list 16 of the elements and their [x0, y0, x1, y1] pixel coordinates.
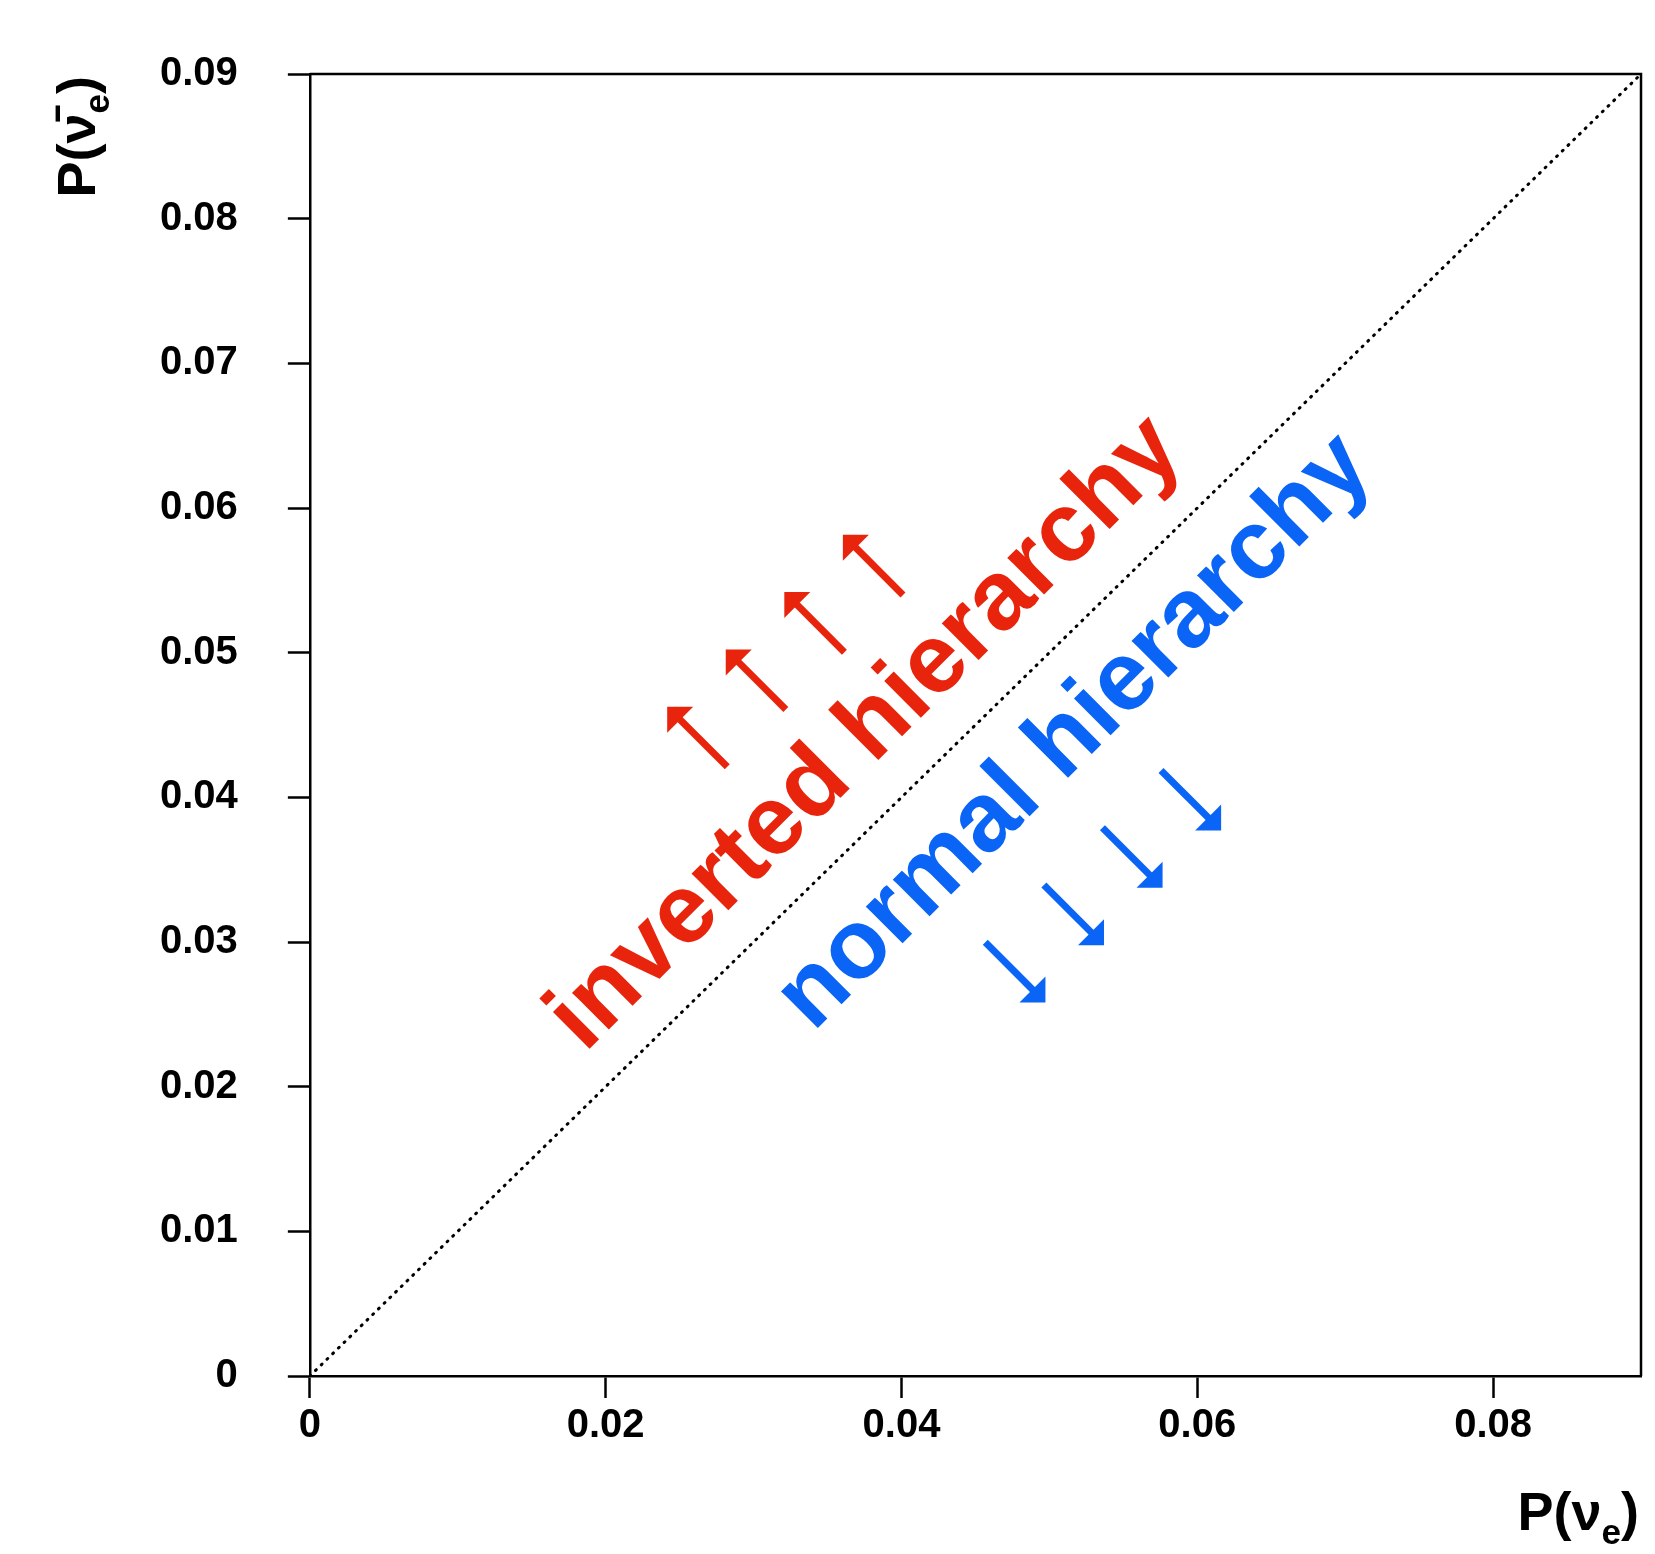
x-tick-label: 0.04	[862, 1401, 942, 1446]
y-tick-label: 0.06	[159, 483, 238, 528]
y-tick-label: 0.07	[159, 338, 238, 383]
y-tick-label: 0.01	[159, 1206, 238, 1251]
y-tick-label: 0.04	[159, 772, 239, 817]
y-tick-label: 0.09	[159, 49, 238, 94]
y-tick-label: 0.03	[159, 917, 238, 962]
x-tick-label: 0	[298, 1401, 321, 1446]
y-tick-label: 0.02	[159, 1061, 238, 1106]
x-tick-label: 0.08	[1454, 1401, 1533, 1446]
x-tick-label: 0.02	[566, 1401, 645, 1446]
y-axis-title: P(ν̄e)	[46, 76, 116, 198]
y-tick-label: 0	[215, 1351, 238, 1396]
y-tick-label: 0.05	[159, 627, 238, 672]
x-tick-label: 0.06	[1158, 1401, 1237, 1446]
y-tick-label: 0.08	[159, 193, 238, 238]
